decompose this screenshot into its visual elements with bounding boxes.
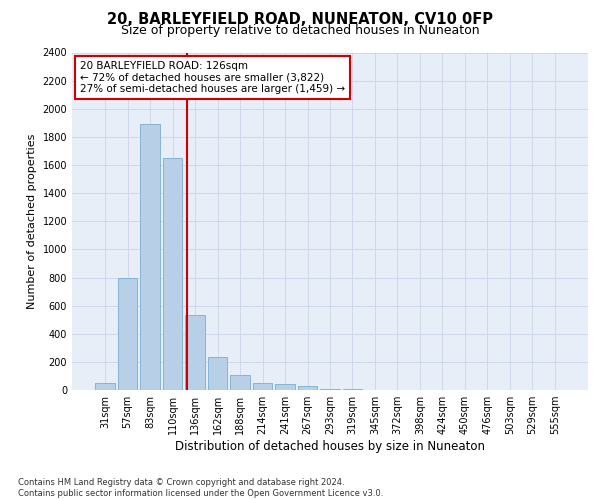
Bar bbox=[320, 388, 340, 390]
Bar bbox=[298, 386, 317, 390]
Text: Size of property relative to detached houses in Nuneaton: Size of property relative to detached ho… bbox=[121, 24, 479, 37]
Bar bbox=[253, 383, 272, 390]
Bar bbox=[118, 278, 137, 390]
Bar bbox=[208, 357, 227, 390]
Text: 20 BARLEYFIELD ROAD: 126sqm
← 72% of detached houses are smaller (3,822)
27% of : 20 BARLEYFIELD ROAD: 126sqm ← 72% of det… bbox=[80, 61, 345, 94]
Y-axis label: Number of detached properties: Number of detached properties bbox=[27, 134, 37, 309]
Text: Contains HM Land Registry data © Crown copyright and database right 2024.
Contai: Contains HM Land Registry data © Crown c… bbox=[18, 478, 383, 498]
Text: 20, BARLEYFIELD ROAD, NUNEATON, CV10 0FP: 20, BARLEYFIELD ROAD, NUNEATON, CV10 0FP bbox=[107, 12, 493, 28]
Bar bbox=[275, 384, 295, 390]
Bar bbox=[163, 158, 182, 390]
X-axis label: Distribution of detached houses by size in Nuneaton: Distribution of detached houses by size … bbox=[175, 440, 485, 453]
Bar bbox=[95, 383, 115, 390]
Bar bbox=[140, 124, 160, 390]
Bar bbox=[185, 315, 205, 390]
Bar bbox=[230, 375, 250, 390]
